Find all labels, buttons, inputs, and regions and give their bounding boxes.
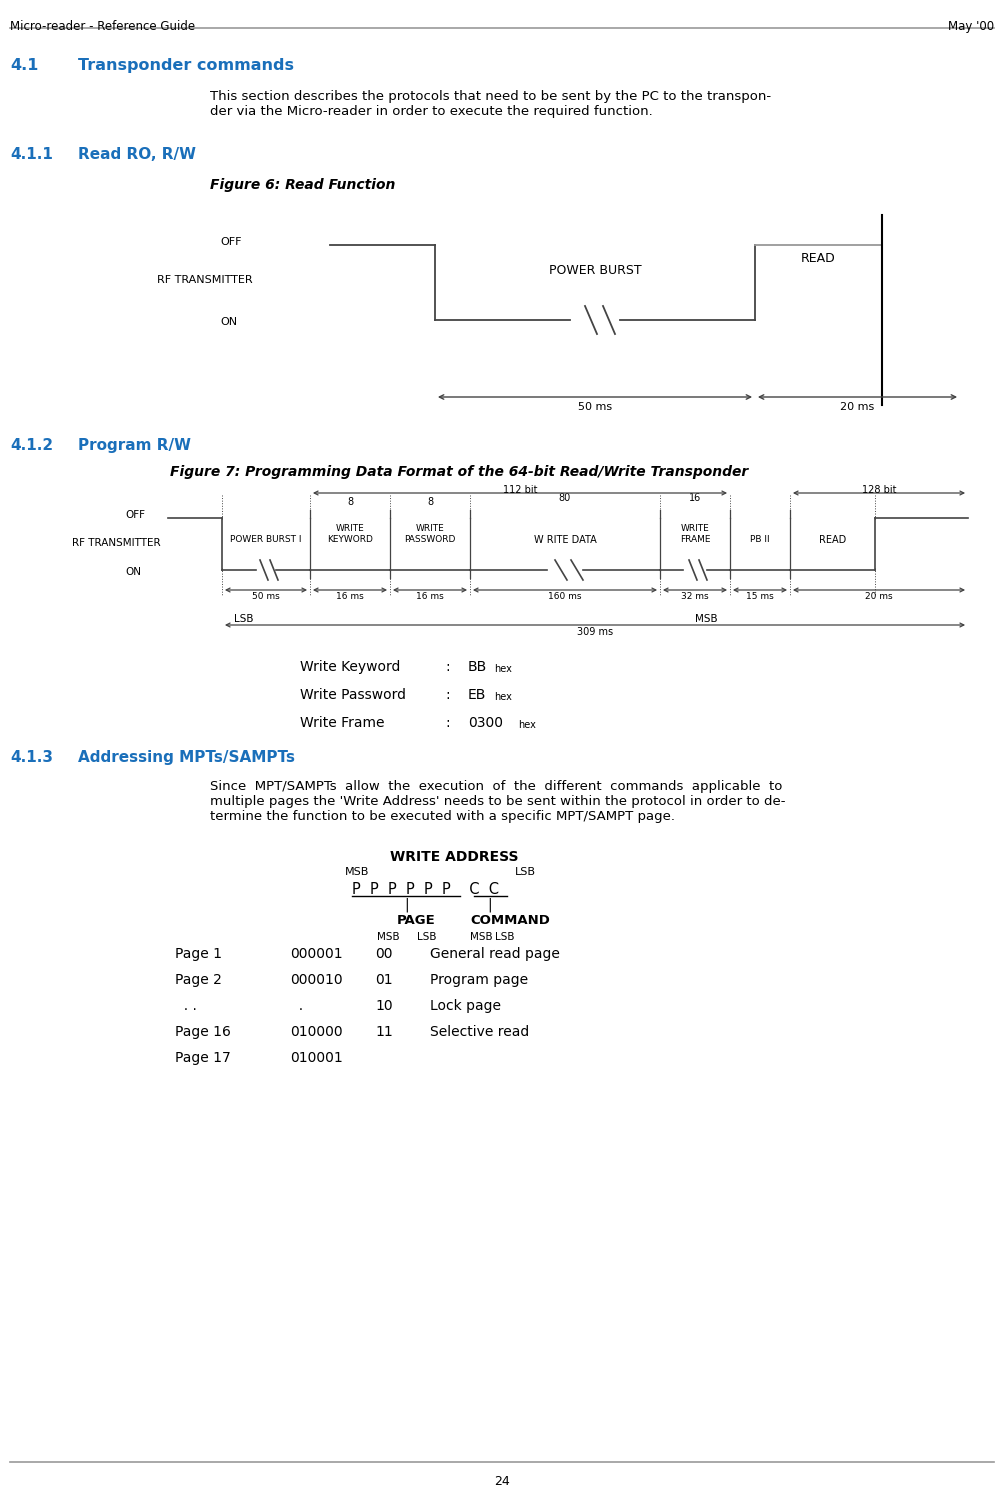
Text: 4.1.3: 4.1.3 bbox=[10, 750, 53, 765]
Text: PB II: PB II bbox=[749, 535, 769, 544]
Text: :: : bbox=[444, 716, 449, 731]
Text: 16 ms: 16 ms bbox=[415, 592, 443, 601]
Text: LSB: LSB bbox=[234, 614, 253, 625]
Text: 8: 8 bbox=[347, 497, 353, 507]
Text: Page 16: Page 16 bbox=[175, 1024, 231, 1039]
Text: hex: hex bbox=[493, 692, 512, 702]
Text: 0300: 0300 bbox=[467, 716, 503, 731]
Text: COMMAND: COMMAND bbox=[469, 914, 550, 927]
Text: READ: READ bbox=[800, 252, 835, 264]
Text: This section describes the protocols that need to be sent by the PC to the trans: This section describes the protocols tha… bbox=[210, 89, 770, 118]
Text: Page 17: Page 17 bbox=[175, 1051, 231, 1065]
Text: EB: EB bbox=[467, 687, 485, 702]
Text: Write Keyword: Write Keyword bbox=[300, 661, 400, 674]
Text: 24: 24 bbox=[493, 1475, 510, 1488]
Text: :: : bbox=[444, 687, 449, 702]
Text: 32 ms: 32 ms bbox=[680, 592, 708, 601]
Text: 010001: 010001 bbox=[290, 1051, 342, 1065]
Text: MSB: MSB bbox=[695, 614, 717, 625]
Text: 20 ms: 20 ms bbox=[865, 592, 892, 601]
Text: 309 ms: 309 ms bbox=[577, 628, 613, 637]
Text: hex: hex bbox=[518, 720, 536, 731]
Text: WRITE
FRAME: WRITE FRAME bbox=[679, 525, 709, 544]
Text: 000001: 000001 bbox=[290, 947, 342, 962]
Text: W RITE DATA: W RITE DATA bbox=[533, 535, 596, 546]
Text: Selective read: Selective read bbox=[429, 1024, 529, 1039]
Text: Write Password: Write Password bbox=[300, 687, 405, 702]
Text: 20 ms: 20 ms bbox=[840, 403, 874, 412]
Text: P  P  P  P  P  P    C  C: P P P P P P C C bbox=[352, 883, 498, 898]
Text: May '00: May '00 bbox=[947, 19, 993, 33]
Text: Program R/W: Program R/W bbox=[78, 438, 191, 453]
Text: 10: 10 bbox=[375, 999, 392, 1012]
Text: LSB: LSB bbox=[416, 932, 436, 942]
Text: 16: 16 bbox=[688, 494, 700, 502]
Text: POWER BURST I: POWER BURST I bbox=[230, 535, 302, 544]
Text: 80: 80 bbox=[559, 494, 571, 502]
Text: Figure 6: Read Function: Figure 6: Read Function bbox=[210, 177, 395, 192]
Text: PAGE: PAGE bbox=[396, 914, 435, 927]
Text: 01: 01 bbox=[375, 974, 392, 987]
Text: :: : bbox=[444, 661, 449, 674]
Text: POWER BURST: POWER BURST bbox=[549, 264, 641, 276]
Text: |: | bbox=[404, 898, 409, 912]
Text: READ: READ bbox=[818, 535, 846, 546]
Text: 00: 00 bbox=[375, 947, 392, 962]
Text: WRITE ADDRESS: WRITE ADDRESS bbox=[389, 850, 518, 863]
Text: 112 bit: 112 bit bbox=[503, 485, 537, 495]
Text: BB: BB bbox=[467, 661, 486, 674]
Text: OFF: OFF bbox=[125, 510, 144, 520]
Text: Addressing MPTs/SAMPTs: Addressing MPTs/SAMPTs bbox=[78, 750, 295, 765]
Text: RF TRANSMITTER: RF TRANSMITTER bbox=[72, 538, 160, 549]
Text: LSB: LSB bbox=[515, 866, 536, 877]
Text: 4.1.1: 4.1.1 bbox=[10, 148, 53, 163]
Text: OFF: OFF bbox=[220, 237, 242, 248]
Text: RF TRANSMITTER: RF TRANSMITTER bbox=[156, 274, 253, 285]
Text: 11: 11 bbox=[375, 1024, 392, 1039]
Text: WRITE
PASSWORD: WRITE PASSWORD bbox=[404, 525, 455, 544]
Text: Program page: Program page bbox=[429, 974, 528, 987]
Text: Transponder commands: Transponder commands bbox=[78, 58, 294, 73]
Text: 50 ms: 50 ms bbox=[578, 403, 612, 412]
Text: General read page: General read page bbox=[429, 947, 560, 962]
Text: Page 2: Page 2 bbox=[175, 974, 222, 987]
Text: MSB: MSB bbox=[376, 932, 399, 942]
Text: 010000: 010000 bbox=[290, 1024, 342, 1039]
Text: 4.1: 4.1 bbox=[10, 58, 38, 73]
Text: MSB: MSB bbox=[345, 866, 369, 877]
Text: Page 1: Page 1 bbox=[175, 947, 222, 962]
Text: Read RO, R/W: Read RO, R/W bbox=[78, 148, 196, 163]
Text: WRITE
KEYWORD: WRITE KEYWORD bbox=[327, 525, 372, 544]
Text: Write Frame: Write Frame bbox=[300, 716, 384, 731]
Text: ON: ON bbox=[125, 567, 140, 577]
Text: LSB: LSB bbox=[494, 932, 514, 942]
Text: ON: ON bbox=[220, 318, 237, 327]
Text: 000010: 000010 bbox=[290, 974, 342, 987]
Text: 8: 8 bbox=[426, 497, 432, 507]
Text: .: . bbox=[290, 999, 303, 1012]
Text: Since  MPT/SAMPTs  allow  the  execution  of  the  different  commands  applicab: Since MPT/SAMPTs allow the execution of … bbox=[210, 780, 784, 823]
Text: Lock page: Lock page bbox=[429, 999, 500, 1012]
Text: hex: hex bbox=[493, 663, 512, 674]
Text: Micro-reader - Reference Guide: Micro-reader - Reference Guide bbox=[10, 19, 195, 33]
Text: 16 ms: 16 ms bbox=[336, 592, 363, 601]
Text: MSB: MSB bbox=[469, 932, 492, 942]
Text: 50 ms: 50 ms bbox=[252, 592, 280, 601]
Text: |: | bbox=[487, 898, 491, 912]
Text: 128 bit: 128 bit bbox=[861, 485, 896, 495]
Text: . .: . . bbox=[175, 999, 197, 1012]
Text: 15 ms: 15 ms bbox=[745, 592, 773, 601]
Text: 160 ms: 160 ms bbox=[548, 592, 581, 601]
Text: 4.1.2: 4.1.2 bbox=[10, 438, 53, 453]
Text: Figure 7: Programming Data Format of the 64-bit Read/Write Transponder: Figure 7: Programming Data Format of the… bbox=[170, 465, 747, 479]
